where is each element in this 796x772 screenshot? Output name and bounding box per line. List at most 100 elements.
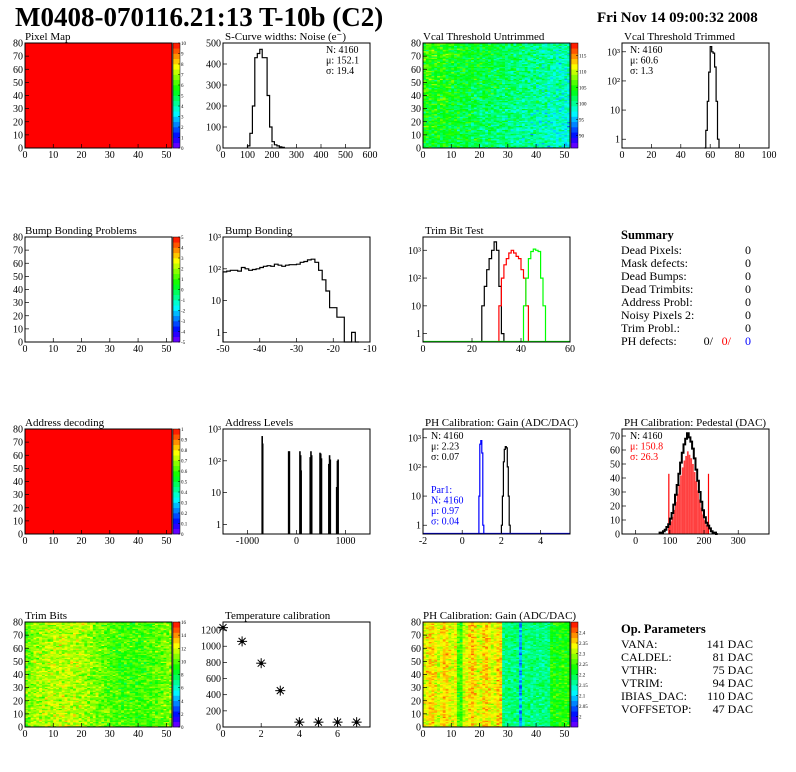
heatmap-cell <box>423 77 427 79</box>
heatmap-cell <box>471 111 475 113</box>
heatmap-cell <box>510 145 514 147</box>
heatmap-cell <box>423 79 427 82</box>
palette-band <box>173 252 180 259</box>
y-tick-label: 1 <box>416 329 421 340</box>
heatmap-cell <box>456 48 461 50</box>
heatmap-cell <box>530 141 534 144</box>
heatmap-cell <box>445 92 449 95</box>
heatmap-cell <box>510 92 514 95</box>
heatmap-cell <box>445 95 449 98</box>
heatmap-cell <box>533 53 537 56</box>
heatmap-cell <box>527 50 531 53</box>
heatmap-cell <box>488 85 492 87</box>
heatmap-cell <box>507 133 511 136</box>
heatmap-cell <box>434 99 438 102</box>
heatmap-cell <box>442 77 446 79</box>
heatmap-cell <box>502 81 506 83</box>
heatmap-cell <box>482 117 486 120</box>
heatmap-cell <box>524 113 528 116</box>
heatmap-cell <box>437 88 441 91</box>
heatmap-cell <box>499 137 503 140</box>
heatmap-cell <box>536 142 540 145</box>
heatmap-cell <box>499 53 503 56</box>
heatmap-cell <box>519 137 523 140</box>
heatmap-cell <box>468 60 472 62</box>
heatmap-cell <box>536 79 540 82</box>
heatmap-cell <box>425 100 429 103</box>
heatmap-cell <box>456 69 461 71</box>
heatmap-cell <box>536 146 540 149</box>
heatmap-cell <box>454 142 458 145</box>
heatmap-cell <box>482 79 486 82</box>
heatmap-cell <box>516 85 520 87</box>
heatmap-cell <box>442 145 446 147</box>
heatmap-cell <box>425 116 429 119</box>
heatmap-cell <box>521 79 526 82</box>
heatmap-cell <box>423 60 427 62</box>
heatmap-cell <box>513 74 517 77</box>
heatmap-cell <box>462 61 466 63</box>
heatmap-cell <box>530 74 534 77</box>
heatmap-cell <box>468 48 472 50</box>
heatmap-cell <box>499 108 503 111</box>
heatmap-cell <box>499 123 503 125</box>
heatmap-cell <box>521 123 526 125</box>
heatmap-cell <box>530 44 534 46</box>
heatmap-cell <box>510 48 514 50</box>
heatmap-cell <box>431 134 435 137</box>
heatmap-cell <box>468 99 472 102</box>
heatmap-cell <box>533 133 537 136</box>
heatmap-cell <box>462 134 466 137</box>
heatmap-cell <box>471 58 475 61</box>
heatmap-cell <box>482 74 486 77</box>
heatmap-cell <box>536 66 540 69</box>
heatmap-cell <box>425 121 429 124</box>
heatmap-cell <box>439 120 444 123</box>
heatmap-cell <box>425 113 429 116</box>
heatmap-cell <box>488 98 492 100</box>
heatmap-cell <box>442 132 446 134</box>
heatmap-cell <box>454 120 458 123</box>
heatmap-cell <box>504 136 509 138</box>
heatmap-cell <box>521 127 526 129</box>
fit-region-bar <box>693 472 696 534</box>
heatmap-cell <box>510 142 514 145</box>
heatmap-cell <box>488 137 492 140</box>
heatmap-cell <box>479 53 483 56</box>
heatmap-cell <box>519 69 523 71</box>
heatmap-cell <box>428 62 432 65</box>
heatmap-cell <box>462 128 466 130</box>
palette-band <box>173 523 180 530</box>
heatmap-cell <box>530 145 534 147</box>
palette-tick-label: 0.9 <box>181 439 188 444</box>
heatmap-cell <box>456 129 461 132</box>
heatmap-cell <box>473 112 478 115</box>
heatmap-cell <box>499 140 503 142</box>
heatmap-cell <box>468 74 472 77</box>
heatmap-cell <box>533 113 537 116</box>
heatmap-cell <box>513 54 517 57</box>
heatmap-cell <box>510 108 514 111</box>
heatmap-cell <box>502 138 506 141</box>
heatmap-cell <box>476 113 480 116</box>
heatmap-cell <box>499 145 503 147</box>
heatmap-cell <box>485 100 489 103</box>
heatmap-cell <box>524 60 528 62</box>
heatmap-cell <box>499 125 503 128</box>
heatmap-cell <box>493 111 497 113</box>
palette-band <box>571 69 578 75</box>
heatmap-cell <box>524 99 528 102</box>
heatmap-cell <box>476 92 480 95</box>
heatmap-cell <box>473 44 478 46</box>
palette-tick-label: 110 <box>579 71 587 76</box>
heatmap-cell <box>428 140 432 142</box>
heatmap-cell <box>437 45 441 48</box>
heatmap-cell <box>434 92 438 95</box>
heatmap-cell <box>451 100 455 103</box>
y-tick-label: 50 <box>610 460 620 471</box>
heatmap-cell <box>448 82 452 84</box>
heatmap-cell <box>533 64 537 66</box>
heatmap-cell <box>530 64 534 66</box>
heatmap-cell <box>536 70 540 73</box>
heatmap-cell <box>451 73 455 75</box>
